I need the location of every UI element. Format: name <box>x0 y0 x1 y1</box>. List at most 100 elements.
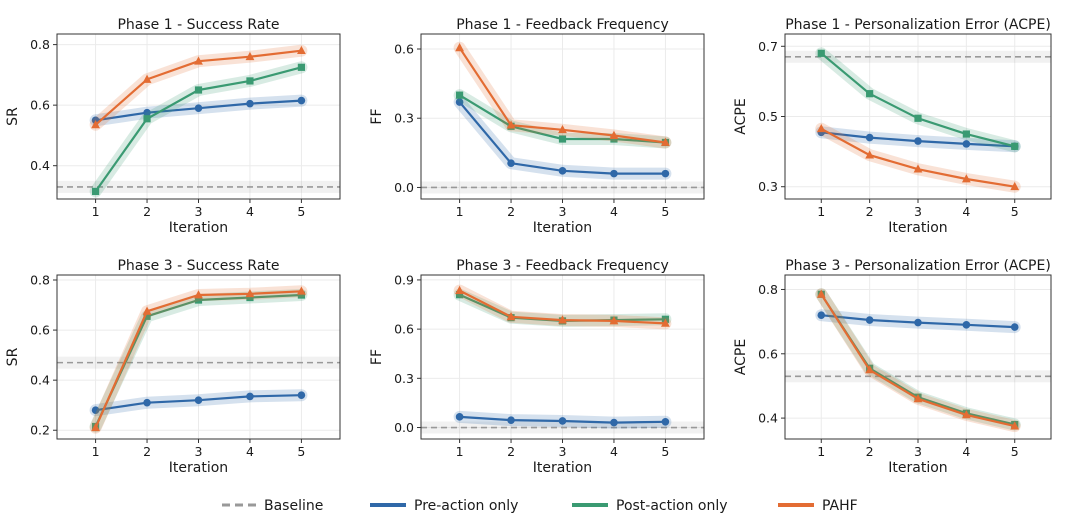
point-pahf-2 <box>506 312 516 321</box>
y-tick-label: 0.4 <box>30 158 50 173</box>
point-pahf-4 <box>609 316 619 325</box>
point-pre-action-only-1 <box>455 413 464 421</box>
point-pre-action-only-1 <box>91 406 100 415</box>
x-tick-label: 4 <box>962 444 970 459</box>
panel-4: 1 2 3 4 5 0.2 0.4 0.6 0.8 Phase 3 - Success Rate I… <box>5 258 341 476</box>
y-axis-label: FF <box>369 349 385 365</box>
x-tick-label: 4 <box>610 204 618 219</box>
point-post-action-only-2 <box>866 90 874 98</box>
x-tick-label: 2 <box>143 204 151 219</box>
y-tick-label: 0.0 <box>394 420 414 435</box>
point-pahf-2 <box>506 120 516 129</box>
x-axis-label: Iteration <box>888 220 947 236</box>
point-pre-action-only-3 <box>558 167 567 175</box>
point-pahf-1 <box>816 289 826 298</box>
panel-title: Phase 3 - Success Rate <box>117 258 279 274</box>
point-pahf-2 <box>142 306 152 315</box>
point-post-action-only-5 <box>297 291 306 299</box>
y-tick-label: 0.2 <box>30 423 50 438</box>
x-axis-label: Iteration <box>169 220 228 236</box>
point-post-action-only-4 <box>246 77 254 85</box>
x-tick-label: 4 <box>610 444 618 459</box>
point-post-action-only-3 <box>194 296 203 304</box>
x-tick-label: 3 <box>559 444 567 459</box>
point-pre-action-only-1 <box>817 311 826 319</box>
point-pahf-5 <box>297 286 306 295</box>
point-pahf-5 <box>661 137 670 146</box>
y-tick-label: 0.8 <box>30 37 50 52</box>
point-pahf-5 <box>661 318 670 327</box>
point-pahf-2 <box>142 74 152 83</box>
point-pahf-1 <box>816 123 826 133</box>
x-tick-label: 1 <box>92 204 100 219</box>
point-post-action-only-1 <box>91 187 100 196</box>
point-pahf-2 <box>865 365 875 374</box>
y-axis-label: ACPE <box>733 98 749 134</box>
point-pre-action-only-5 <box>661 169 670 178</box>
point-pre-action-only-5 <box>297 391 306 399</box>
point-post-action-only-5 <box>297 63 306 71</box>
x-tick-label: 4 <box>246 204 254 219</box>
point-pahf-1 <box>91 120 100 129</box>
panel-5: 1 2 3 4 5 0.0 0.3 0.6 0.9 Phase 3 - Feedback Freq… <box>369 258 705 476</box>
point-post-action-only-2 <box>143 115 151 123</box>
point-pahf-1 <box>455 43 464 52</box>
panel-3: 1 2 3 4 5 0.3 0.5 0.7 Phase 1 - Personalization … <box>733 17 1052 236</box>
point-pre-action-only-4 <box>610 418 618 427</box>
point-post-action-only-5 <box>1011 142 1019 150</box>
point-pre-action-only-3 <box>914 318 922 327</box>
point-pahf-5 <box>297 45 306 55</box>
panel-title: Phase 1 - Feedback Frequency <box>456 17 669 33</box>
point-pahf-3 <box>194 290 203 299</box>
y-tick-label: 0.5 <box>758 109 778 124</box>
y-axis-label: SR <box>5 107 21 126</box>
plot-area <box>57 285 340 434</box>
point-pahf-4 <box>961 410 971 419</box>
point-pahf-2 <box>865 150 875 159</box>
x-axis-label: Iteration <box>169 460 228 476</box>
x-tick-label: 1 <box>817 204 825 219</box>
point-pre-action-only-5 <box>661 417 670 426</box>
point-pahf-3 <box>913 164 923 173</box>
point-pahf-1 <box>455 285 464 294</box>
point-pre-action-only-2 <box>865 133 874 142</box>
point-pre-action-only-2 <box>865 316 874 324</box>
x-tick-label: 1 <box>456 204 464 219</box>
point-post-action-only-4 <box>962 130 970 138</box>
legend-baseline-label: Baseline <box>264 498 323 514</box>
plot-area <box>785 288 1051 433</box>
legend-pahf-label: PAHF <box>822 498 858 514</box>
point-pre-action-only-4 <box>962 321 971 329</box>
x-tick-label: 5 <box>661 444 669 459</box>
x-tick-label: 4 <box>962 204 970 219</box>
point-post-action-only-3 <box>194 86 203 94</box>
point-pre-action-only-4 <box>246 99 254 108</box>
point-post-action-only-1 <box>455 91 464 99</box>
point-pre-action-only-3 <box>194 396 203 404</box>
point-pahf-4 <box>609 130 619 139</box>
y-axis-label: SR <box>5 347 21 366</box>
point-pre-action-only-2 <box>143 108 151 117</box>
y-tick-label: 0.6 <box>30 98 50 113</box>
point-pahf-5 <box>1010 181 1020 191</box>
panel-title: Phase 1 - Success Rate <box>117 17 279 33</box>
x-tick-label: 2 <box>507 444 515 459</box>
point-post-action-only-3 <box>558 135 567 143</box>
x-tick-label: 3 <box>914 444 922 459</box>
panel-1: 1 2 3 4 5 0.4 0.6 0.8 Phase 1 - Success Rate Iter… <box>5 17 341 236</box>
point-post-action-only-3 <box>914 114 922 122</box>
point-pre-action-only-1 <box>455 98 464 106</box>
point-pre-action-only-4 <box>962 140 971 148</box>
point-post-action-only-4 <box>246 293 254 302</box>
point-pre-action-only-2 <box>143 398 151 407</box>
y-tick-label: 0.8 <box>758 282 778 297</box>
x-tick-label: 3 <box>195 204 203 219</box>
x-tick-label: 5 <box>1011 204 1019 219</box>
point-pre-action-only-4 <box>610 169 618 178</box>
y-tick-label: 0.7 <box>758 39 778 54</box>
y-tick-label: 0.6 <box>394 322 414 337</box>
point-post-action-only-2 <box>143 312 151 320</box>
point-pahf-5 <box>1010 421 1020 430</box>
legend-post-label: Post-action only <box>616 498 728 514</box>
point-pre-action-only-5 <box>297 96 306 105</box>
